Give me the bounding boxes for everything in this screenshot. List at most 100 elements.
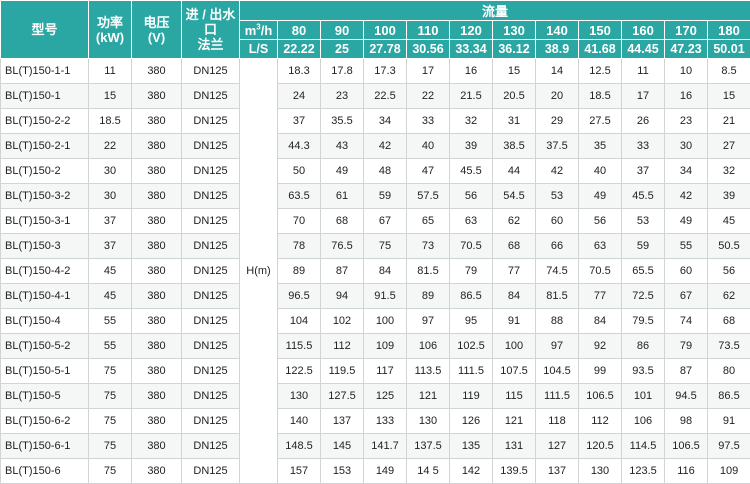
voltage-cell: 380 [132,184,182,209]
unit-ls: L/S [240,40,278,59]
flow-m3h-value: 180 [708,21,750,40]
model-cell: BL(T)150-3 [1,234,89,259]
head-value-cell: 119.5 [321,359,364,384]
flow-ls-value: 36.12 [493,40,536,59]
voltage-cell: 380 [132,259,182,284]
head-value-cell: 97.5 [708,434,750,459]
head-value-cell: 79 [665,334,708,359]
head-value-cell: 109 [708,459,750,484]
head-value-cell: 115 [493,384,536,409]
head-value-cell: 88 [536,309,579,334]
head-value-cell: 16 [665,84,708,109]
port-cell: DN125 [182,409,240,434]
flow-m3h-value: 150 [579,21,622,40]
voltage-cell: 380 [132,359,182,384]
head-value-cell: 62 [708,284,750,309]
head-value-cell: 111.5 [536,384,579,409]
voltage-cell: 380 [132,409,182,434]
flow-ls-value: 38.9 [536,40,579,59]
head-value-cell: 42 [665,184,708,209]
voltage-cell: 380 [132,109,182,134]
head-value-cell: 42 [536,159,579,184]
head-value-cell: 121 [493,409,536,434]
port-cell: DN125 [182,59,240,84]
head-value-cell: 111.5 [450,359,493,384]
power-cell: 37 [89,209,132,234]
head-value-cell: 63 [450,209,493,234]
head-value-cell: 68 [493,234,536,259]
head-value-cell: 87 [665,359,708,384]
port-cell: DN125 [182,159,240,184]
head-value-cell: 49 [321,159,364,184]
model-cell: BL(T)150-1 [1,84,89,109]
head-value-cell: 102.5 [450,334,493,359]
head-value-cell: 106.5 [579,384,622,409]
head-value-cell: 135 [450,434,493,459]
head-value-cell: 57.5 [407,184,450,209]
head-value-cell: 15 [493,59,536,84]
flow-m3h-value: 90 [321,21,364,40]
head-value-cell: 87 [321,259,364,284]
head-value-cell: 67 [364,209,407,234]
head-value-cell: 131 [493,434,536,459]
head-value-cell: 23 [321,84,364,109]
head-value-cell: 112 [579,409,622,434]
model-cell: BL(T)150-6-2 [1,409,89,434]
head-value-cell: 27 [708,134,750,159]
port-cell: DN125 [182,84,240,109]
model-cell: BL(T)150-6 [1,459,89,484]
header-model: 型号 [1,1,89,59]
model-cell: BL(T)150-2-1 [1,134,89,159]
head-value-cell: 40 [579,159,622,184]
port-cell: DN125 [182,309,240,334]
flow-m3h-value: 160 [622,21,665,40]
head-value-cell: 91 [708,409,750,434]
head-value-cell: 72.5 [622,284,665,309]
head-value-cell: 91.5 [364,284,407,309]
head-value-cell: 75 [364,234,407,259]
head-value-cell: 59 [622,234,665,259]
power-cell: 75 [89,359,132,384]
voltage-cell: 380 [132,209,182,234]
head-value-cell: 98 [665,409,708,434]
head-value-cell: 34 [665,159,708,184]
head-value-cell: 39 [708,184,750,209]
power-cell: 22 [89,134,132,159]
head-value-cell: 14 [536,59,579,84]
model-cell: BL(T)150-2-2 [1,109,89,134]
model-cell: BL(T)150-5-2 [1,334,89,359]
head-value-cell: 53 [536,184,579,209]
head-value-cell: 157 [278,459,321,484]
head-value-cell: 139.5 [493,459,536,484]
port-cell: DN125 [182,334,240,359]
model-cell: BL(T)150-3-1 [1,209,89,234]
head-value-cell: 63.5 [278,184,321,209]
head-value-cell: 32 [450,109,493,134]
head-value-cell: 149 [364,459,407,484]
head-value-cell: 89 [407,284,450,309]
head-value-cell: 68 [321,209,364,234]
power-cell: 37 [89,234,132,259]
head-value-cell: 79 [450,259,493,284]
head-value-cell: 94 [321,284,364,309]
head-value-cell: 74 [665,309,708,334]
head-value-cell: 73 [407,234,450,259]
power-cell: 75 [89,409,132,434]
head-value-cell: 130 [579,459,622,484]
head-value-cell: 17.8 [321,59,364,84]
head-value-cell: 17 [622,84,665,109]
head-value-cell: 100 [493,334,536,359]
head-value-cell: 47 [407,159,450,184]
voltage-cell: 380 [132,159,182,184]
head-value-cell: 12.5 [579,59,622,84]
head-value-cell: 44.3 [278,134,321,159]
head-value-cell: 77 [579,284,622,309]
head-value-cell: 23 [665,109,708,134]
head-value-cell: 45.5 [622,184,665,209]
head-value-cell: 50.5 [708,234,750,259]
model-cell: BL(T)150-5 [1,384,89,409]
